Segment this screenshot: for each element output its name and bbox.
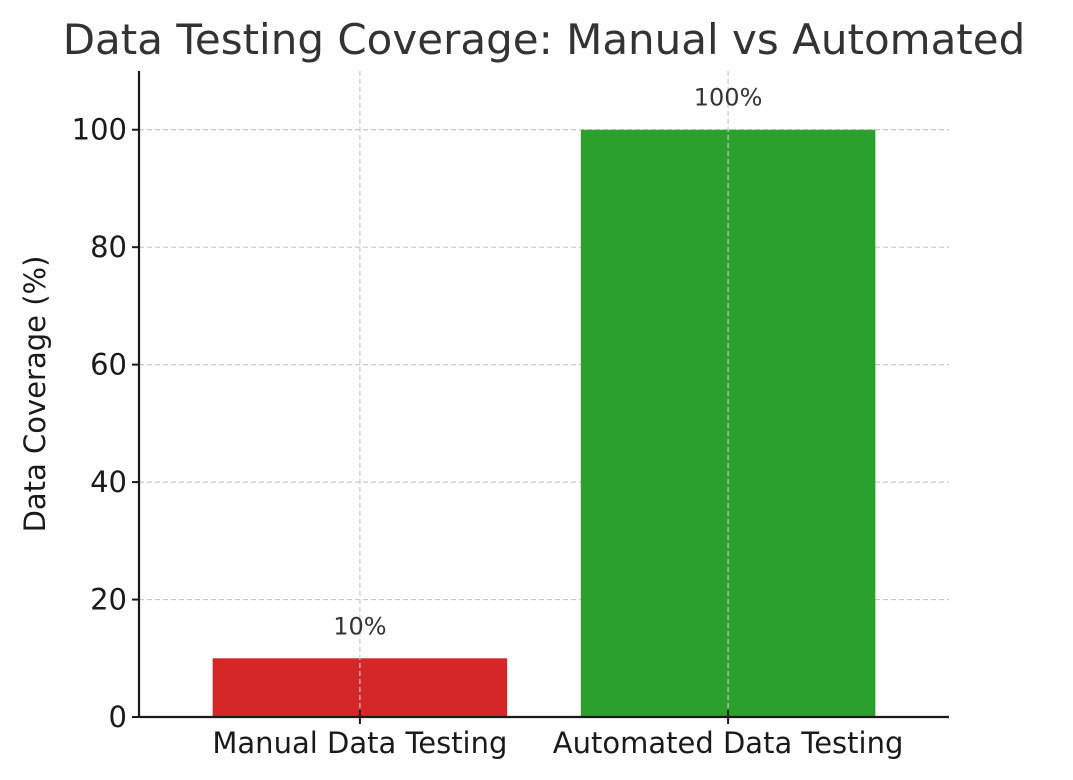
y-tick-label: 80 [90, 230, 127, 264]
y-tick-label: 20 [90, 583, 127, 617]
labels: 0 20 40 60 80 100 Manual Data Testing Automated… [72, 84, 904, 760]
bars [212, 129, 876, 717]
y-axis-label: Data Coverage (%) [18, 256, 52, 533]
chart-title: Data Testing Coverage: Manual vs Automat… [63, 15, 1026, 64]
x-tick-label: Manual Data Testing [212, 726, 507, 760]
data-label: 100% [694, 84, 763, 112]
y-tick-label: 100 [72, 113, 127, 147]
x-tick-label: Automated Data Testing [553, 726, 904, 760]
y-tick-label: 60 [90, 348, 127, 382]
y-tick-label: 0 [109, 700, 127, 734]
data-label: 10% [333, 612, 386, 640]
y-tick-label: 40 [90, 465, 127, 499]
axes [132, 71, 949, 724]
